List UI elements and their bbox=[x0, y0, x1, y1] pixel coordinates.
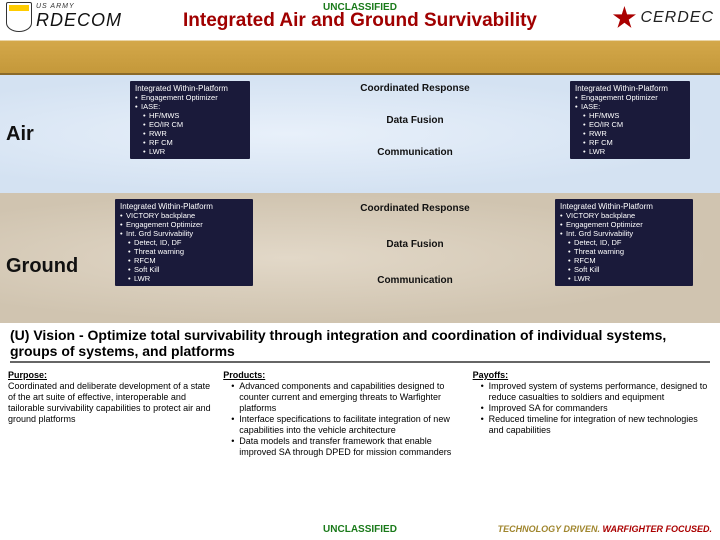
products-col: Products: Advanced components and capabi… bbox=[223, 370, 462, 458]
air-arrow-coord: Coordinated Response bbox=[330, 83, 500, 94]
ground-platform-box-right: Integrated Within-Platform VICTORY backp… bbox=[555, 199, 693, 286]
tagline-b: WARFIGHTER FOCUSED. bbox=[603, 524, 713, 534]
payoffs-item: Improved SA for commanders bbox=[481, 403, 712, 414]
payoffs-head: Payoffs: bbox=[473, 370, 712, 381]
air-platform-box-right: Integrated Within-Platform Engagement Op… bbox=[570, 81, 690, 159]
diagram-area: Air Ground Integrated Within-Platform En… bbox=[0, 75, 720, 323]
products-head: Products: bbox=[223, 370, 462, 381]
air-label: Air bbox=[6, 123, 34, 146]
products-item: Advanced components and capabilities des… bbox=[231, 381, 462, 414]
three-column: Purpose: Coordinated and deliberate deve… bbox=[0, 367, 720, 458]
header: UNCLASSIFIED US ARMY RDECOM CERDEC Integ… bbox=[0, 0, 720, 75]
air-arrow-comm: Communication bbox=[330, 147, 500, 158]
products-item: Data models and transfer framework that … bbox=[231, 436, 462, 458]
ground-label: Ground bbox=[6, 255, 78, 278]
shield-icon bbox=[6, 2, 32, 32]
purpose-body: Coordinated and deliberate development o… bbox=[8, 381, 213, 425]
payoffs-col: Payoffs: Improved system of systems perf… bbox=[473, 370, 712, 458]
air-platform-box-left: Integrated Within-Platform Engagement Op… bbox=[130, 81, 250, 159]
logo-left: US ARMY RDECOM bbox=[6, 2, 122, 32]
page-title: Integrated Air and Ground Survivability bbox=[160, 10, 560, 31]
vision-text: (U) Vision - Optimize total survivabilit… bbox=[10, 327, 710, 363]
air-arrow-fusion: Data Fusion bbox=[330, 115, 500, 126]
ground-arrow-fusion: Data Fusion bbox=[330, 239, 500, 250]
classification-bottom: UNCLASSIFIED bbox=[323, 524, 397, 535]
tagline: TECHNOLOGY DRIVEN. WARFIGHTER FOCUSED. bbox=[498, 524, 712, 534]
ground-arrow-comm: Communication bbox=[330, 275, 500, 286]
logo-right-text: CERDEC bbox=[640, 9, 714, 27]
payoffs-item: Improved system of systems performance, … bbox=[481, 381, 712, 403]
logo-left-small: US ARMY bbox=[36, 3, 122, 10]
logo-left-text: US ARMY RDECOM bbox=[36, 3, 122, 31]
purpose-head: Purpose: bbox=[8, 370, 213, 381]
logo-right: CERDEC bbox=[612, 6, 714, 30]
vision-row: (U) Vision - Optimize total survivabilit… bbox=[0, 323, 720, 367]
ground-arrow-coord: Coordinated Response bbox=[330, 203, 500, 214]
products-item: Interface specifications to facilitate i… bbox=[231, 414, 462, 436]
purpose-col: Purpose: Coordinated and deliberate deve… bbox=[8, 370, 213, 458]
tagline-a: TECHNOLOGY DRIVEN. bbox=[498, 524, 603, 534]
payoffs-item: Reduced timeline for integration of new … bbox=[481, 414, 712, 436]
ground-platform-box-left: Integrated Within-Platform VICTORY backp… bbox=[115, 199, 253, 286]
star-icon bbox=[612, 6, 636, 30]
